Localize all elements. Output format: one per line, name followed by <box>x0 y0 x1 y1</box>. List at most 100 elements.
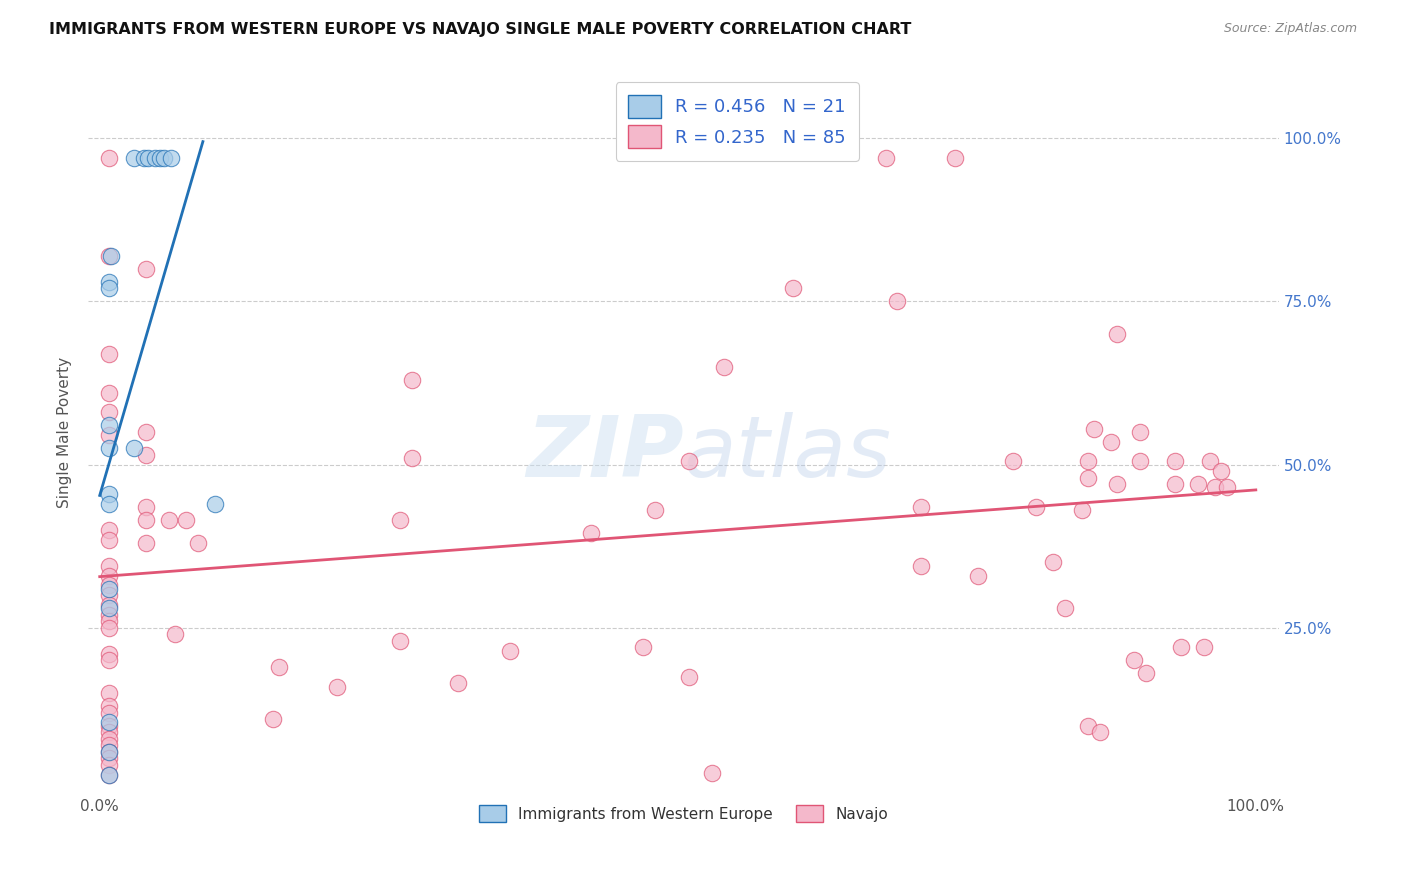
Point <box>135 536 157 550</box>
Point <box>401 373 423 387</box>
Point <box>1164 477 1187 491</box>
Point <box>875 151 897 165</box>
Point <box>135 448 157 462</box>
Point <box>579 526 602 541</box>
Point <box>97 578 120 592</box>
Point <box>967 568 990 582</box>
Point <box>1129 425 1152 439</box>
Point <box>97 725 120 739</box>
Point <box>702 765 724 780</box>
Point <box>1216 480 1239 494</box>
Y-axis label: Single Male Poverty: Single Male Poverty <box>58 357 72 508</box>
Point <box>135 425 157 439</box>
Text: ZIP: ZIP <box>526 412 683 495</box>
Point <box>97 621 120 635</box>
Point <box>325 680 347 694</box>
Point <box>1204 480 1226 494</box>
Point <box>97 598 120 612</box>
Point <box>97 757 120 772</box>
Point <box>149 151 172 165</box>
Point <box>97 751 120 765</box>
Point <box>401 451 423 466</box>
Point <box>97 738 120 752</box>
Point <box>1164 454 1187 468</box>
Point <box>97 745 120 759</box>
Point <box>135 513 157 527</box>
Point <box>1077 470 1099 484</box>
Point <box>157 513 180 527</box>
Point <box>1025 500 1047 514</box>
Point <box>97 745 120 759</box>
Text: Source: ZipAtlas.com: Source: ZipAtlas.com <box>1223 22 1357 36</box>
Point <box>97 767 120 781</box>
Point <box>1083 422 1105 436</box>
Point <box>97 715 120 730</box>
Point <box>910 558 932 573</box>
Point <box>1192 640 1215 655</box>
Point <box>97 249 120 263</box>
Point <box>97 523 120 537</box>
Point <box>1123 653 1146 667</box>
Point <box>1071 503 1094 517</box>
Point <box>631 640 654 655</box>
Point <box>97 731 120 746</box>
Point <box>1002 454 1025 468</box>
Point <box>97 497 120 511</box>
Point <box>97 601 120 615</box>
Point <box>943 151 966 165</box>
Point <box>97 582 120 596</box>
Point <box>143 151 166 165</box>
Point <box>97 588 120 602</box>
Point <box>97 706 120 720</box>
Point <box>1077 454 1099 468</box>
Point <box>136 151 159 165</box>
Point <box>163 627 186 641</box>
Point <box>1129 454 1152 468</box>
Point <box>886 294 908 309</box>
Point <box>97 346 120 360</box>
Point <box>1107 477 1129 491</box>
Point <box>389 513 412 527</box>
Point <box>97 686 120 700</box>
Point <box>97 533 120 547</box>
Point <box>1077 719 1099 733</box>
Point <box>97 653 120 667</box>
Point <box>124 442 146 456</box>
Point <box>782 281 804 295</box>
Point <box>176 513 198 527</box>
Point <box>97 275 120 289</box>
Point <box>97 607 120 622</box>
Point <box>262 712 284 726</box>
Point <box>1170 640 1192 655</box>
Point <box>1211 464 1233 478</box>
Point <box>97 487 120 501</box>
Point <box>124 151 146 165</box>
Point <box>153 151 176 165</box>
Point <box>499 643 522 657</box>
Point <box>97 558 120 573</box>
Point <box>97 719 120 733</box>
Point <box>678 670 700 684</box>
Point <box>97 614 120 628</box>
Point <box>1107 327 1129 342</box>
Point <box>135 261 157 276</box>
Point <box>1054 601 1077 615</box>
Point <box>97 385 120 400</box>
Point <box>97 568 120 582</box>
Point <box>267 660 290 674</box>
Point <box>97 405 120 419</box>
Point <box>187 536 209 550</box>
Point <box>97 428 120 442</box>
Point <box>97 767 120 781</box>
Legend: Immigrants from Western Europe, Navajo: Immigrants from Western Europe, Navajo <box>471 797 896 830</box>
Point <box>204 497 226 511</box>
Point <box>100 249 122 263</box>
Point <box>713 359 735 374</box>
Point <box>135 500 157 514</box>
Point <box>910 500 932 514</box>
Point <box>97 647 120 661</box>
Point <box>97 699 120 714</box>
Point <box>132 151 155 165</box>
Point <box>1198 454 1220 468</box>
Point <box>1088 725 1111 739</box>
